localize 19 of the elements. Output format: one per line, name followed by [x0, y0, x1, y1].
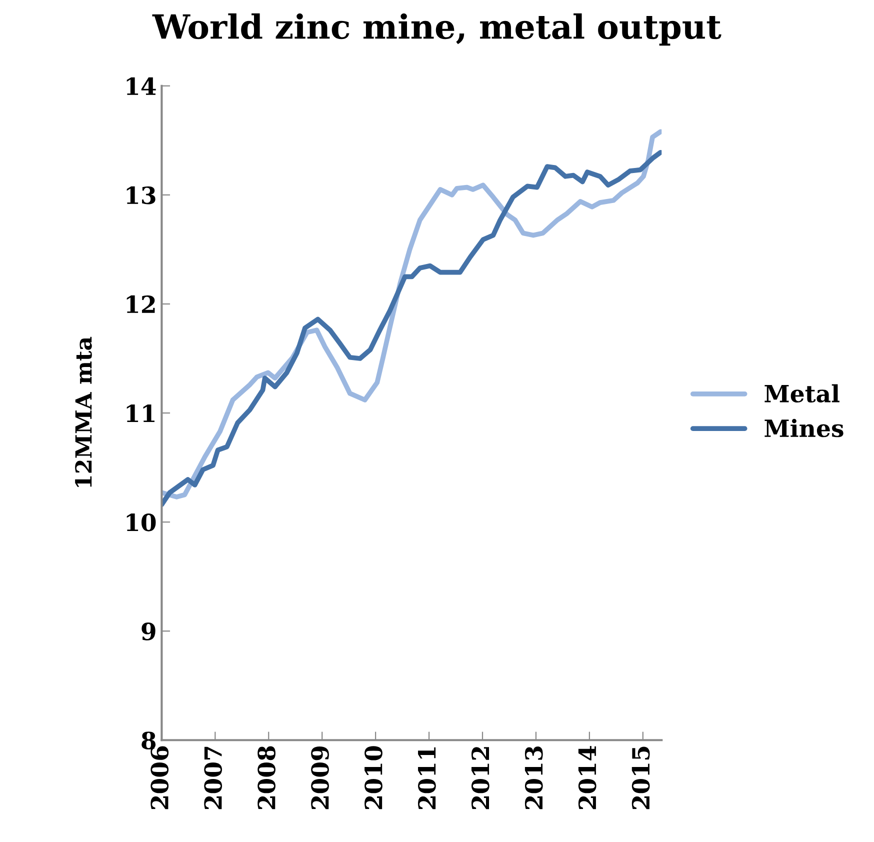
- y-axis-title: 12MMA mta: [75, 336, 92, 487]
- y-tick-label: 14: [126, 77, 156, 95]
- x-tick-label: 2015: [632, 746, 650, 810]
- y-tick-label: 10: [126, 513, 156, 532]
- x-tick-label: 2013: [524, 746, 543, 810]
- legend-label: Metal: [764, 384, 840, 403]
- legend-label: Mines: [764, 418, 844, 438]
- y-tick-label: 13: [126, 186, 156, 204]
- x-tick-label: 2010: [364, 746, 382, 810]
- x-tick-label: 2014: [578, 746, 596, 810]
- x-tick-label: 2008: [258, 746, 276, 810]
- y-tick-label: 11: [126, 404, 154, 422]
- x-tick-label: 2012: [471, 747, 490, 810]
- y-tick-label: 9: [142, 622, 156, 640]
- x-tick-label: 2011: [418, 747, 436, 810]
- x-tick-label: 2009: [311, 746, 329, 810]
- chart-title: World zinc mine, metal output: [152, 13, 722, 46]
- x-tick-label: 2007: [204, 746, 222, 810]
- y-tick-label: 12: [126, 295, 155, 313]
